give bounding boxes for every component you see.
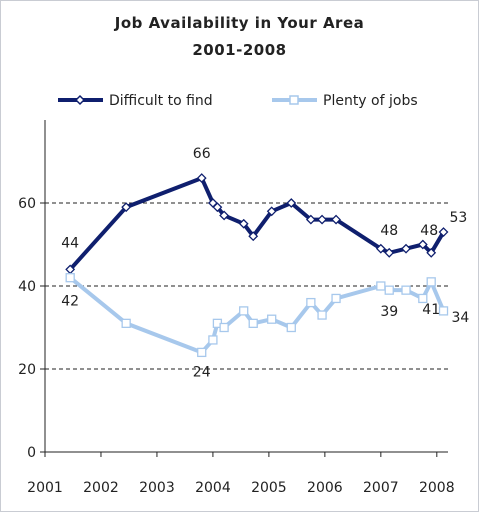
data-point: [418, 293, 428, 304]
data-point: [317, 310, 327, 320]
data-point: [317, 214, 327, 225]
x-tick-label: 2007: [363, 480, 399, 496]
data-point: [438, 306, 449, 316]
chart-title: Job Availability in Your Area: [114, 14, 365, 32]
data-point: [219, 322, 229, 333]
data-label: 24: [193, 364, 211, 380]
legend-marker-0: [74, 94, 86, 106]
x-tick-label: 2002: [83, 480, 119, 496]
data-point: [401, 243, 411, 254]
x-tick-label: 2006: [307, 480, 343, 496]
data-point: [305, 214, 316, 225]
data-point: [248, 231, 259, 242]
data-label: 39: [380, 304, 398, 320]
data-point: [331, 293, 341, 304]
x-tick-label: 2008: [419, 480, 455, 496]
data-label: 66: [193, 146, 211, 162]
data-point: [219, 210, 230, 221]
data-point: [417, 239, 428, 250]
data-point: [384, 285, 394, 295]
data-point: [248, 318, 258, 329]
chart-subtitle: 2001-2008: [192, 41, 287, 59]
data-point: [426, 277, 436, 287]
y-tick-label: 0: [27, 445, 36, 461]
data-point: [121, 202, 132, 213]
y-tick-label: 40: [18, 279, 36, 295]
data-point: [212, 202, 223, 213]
data-label: 42: [61, 294, 79, 310]
data-label: 34: [452, 310, 470, 326]
data-point: [208, 335, 218, 345]
data-point: [65, 273, 75, 283]
data-point: [239, 306, 249, 316]
y-tick-label: 20: [18, 362, 36, 378]
data-point: [426, 247, 437, 258]
legend-label: Plenty of jobs: [323, 93, 418, 109]
data-point: [306, 297, 316, 308]
data-label: 41: [422, 302, 440, 318]
x-tick-label: 2003: [139, 480, 175, 496]
data-point: [401, 285, 411, 295]
legend-label: Difficult to find: [109, 93, 213, 109]
data-point: [197, 347, 207, 358]
data-label: 44: [61, 235, 79, 251]
x-tick-label: 2004: [195, 480, 231, 496]
legend-marker-1: [289, 95, 299, 105]
x-tick-label: 2005: [251, 480, 287, 496]
data-point: [286, 198, 297, 208]
data-label: 53: [450, 210, 468, 226]
data-point: [375, 243, 386, 254]
y-tick-label: 60: [18, 196, 36, 212]
data-label: 48: [380, 223, 398, 239]
data-point: [238, 218, 249, 229]
data-point: [438, 227, 449, 237]
data-point: [331, 214, 341, 225]
data-point: [286, 322, 296, 333]
data-label: 48: [420, 223, 438, 239]
data-point: [266, 206, 277, 217]
x-tick-label: 2001: [27, 480, 63, 496]
data-point: [196, 173, 207, 184]
data-point: [267, 314, 277, 324]
data-point: [376, 281, 386, 291]
data-point: [384, 247, 395, 258]
data-point: [121, 318, 131, 329]
